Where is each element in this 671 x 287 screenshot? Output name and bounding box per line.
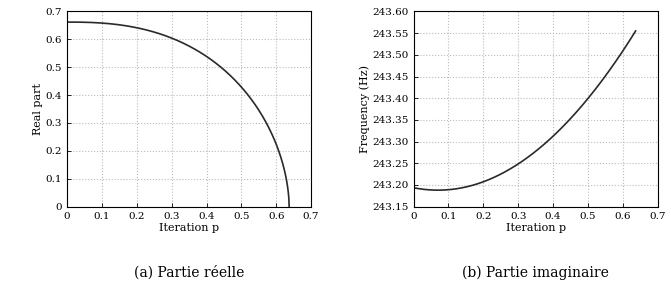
X-axis label: Iteration p: Iteration p (505, 223, 566, 233)
Y-axis label: Real part: Real part (33, 83, 43, 135)
Y-axis label: Frequency (Hz): Frequency (Hz) (359, 65, 370, 153)
Text: (a) Partie réelle: (a) Partie réelle (134, 265, 244, 280)
Text: (b) Partie imaginaire: (b) Partie imaginaire (462, 265, 609, 280)
X-axis label: Iteration p: Iteration p (159, 223, 219, 233)
